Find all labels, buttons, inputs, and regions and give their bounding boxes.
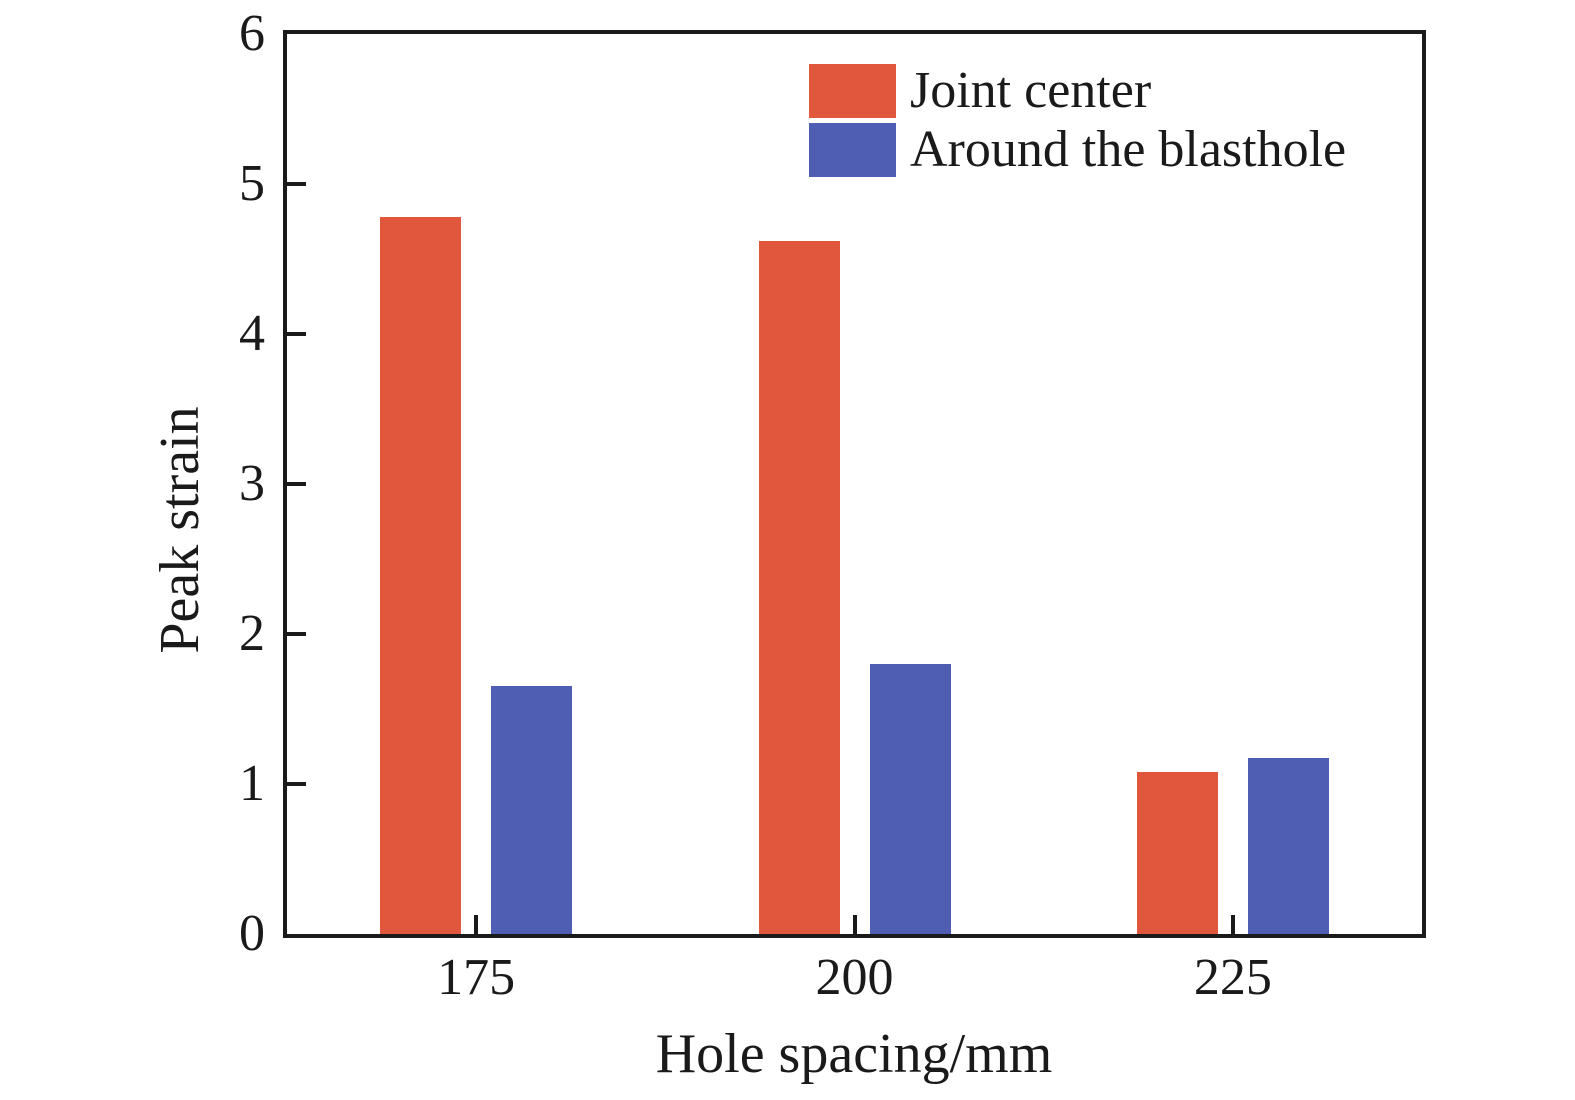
x-tick-label: 175 [437, 949, 516, 1006]
x-tick-label: 200 [815, 949, 894, 1006]
y-tick-label: 0 [239, 905, 265, 962]
x-axis-title: Hole spacing/mm [655, 1023, 1053, 1085]
x-tick [852, 915, 857, 934]
y-tick-label: 6 [239, 5, 265, 62]
x-tick [474, 915, 479, 934]
legend: Joint center Around the blasthole [809, 63, 1346, 178]
y-tick [287, 482, 306, 486]
legend-swatch-joint-center [809, 64, 896, 118]
y-tick [287, 782, 306, 786]
legend-item-joint-center: Joint center [809, 63, 1346, 119]
y-tick [287, 332, 306, 336]
bar-joint-center-200 [758, 241, 840, 934]
x-tick-label: 225 [1193, 949, 1272, 1006]
legend-item-around-blasthole: Around the blasthole [809, 122, 1346, 178]
y-tick-label: 4 [239, 305, 265, 362]
bar-around-the-blasthole-225 [1247, 758, 1329, 934]
y-tick-label: 2 [239, 605, 265, 662]
bar-joint-center-175 [380, 217, 462, 934]
bar-around-the-blasthole-175 [491, 686, 573, 934]
y-tick [287, 632, 306, 636]
legend-swatch-around-blasthole [809, 123, 896, 177]
bar-around-the-blasthole-200 [869, 664, 951, 934]
y-tick-label: 5 [239, 155, 265, 212]
plot-area: Joint center Around the blasthole [283, 30, 1426, 938]
y-tick-label: 3 [239, 455, 265, 512]
y-tick-label: 1 [239, 755, 265, 812]
legend-label-joint-center: Joint center [910, 62, 1152, 119]
y-tick [287, 182, 306, 186]
legend-label-around-blasthole: Around the blasthole [910, 121, 1347, 178]
x-tick [1230, 915, 1235, 934]
bar-joint-center-225 [1136, 772, 1218, 934]
